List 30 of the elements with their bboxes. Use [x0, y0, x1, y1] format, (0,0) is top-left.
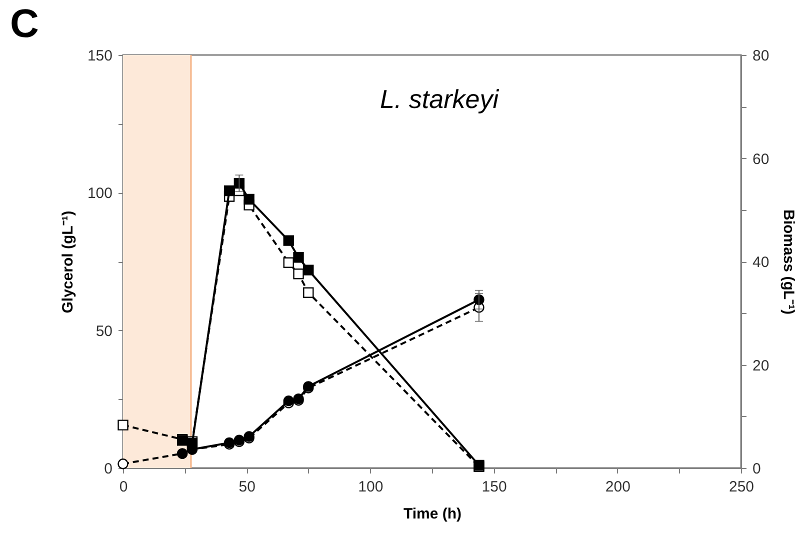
y-tick-label: 50 — [96, 322, 112, 340]
annotation: L. starkeyi — [380, 84, 498, 115]
point — [283, 257, 294, 268]
x-tick-label: 0 — [119, 478, 128, 496]
point — [118, 458, 128, 470]
point — [244, 194, 254, 205]
x-tick-label: 250 — [728, 478, 754, 496]
y-tick-label: 0 — [104, 460, 112, 478]
y2-tick-label: 40 — [752, 254, 770, 271]
point — [293, 252, 304, 263]
point — [303, 287, 314, 298]
x-tick-label: 100 — [358, 478, 384, 496]
y2-axis-title: Biomass (gL⁻¹) — [780, 209, 798, 315]
point — [283, 235, 294, 246]
x-tick-label: 150 — [482, 478, 507, 496]
y-tick-label: 150 — [87, 48, 112, 64]
point — [118, 420, 128, 430]
x-tick-label: 50 — [238, 478, 256, 496]
y2-tick-label: 20 — [752, 357, 770, 374]
y-axis-title: Glycerol (gL⁻¹) — [59, 210, 76, 314]
y-tick-label: 100 — [87, 185, 112, 202]
y2-tick-label: 80 — [752, 48, 770, 64]
y2-tick-label: 60 — [752, 150, 770, 168]
text: C — [10, 2, 39, 47]
x-axis-title: Time (h) — [403, 506, 462, 522]
y2-tick-label: 0 — [752, 460, 761, 478]
point — [224, 185, 235, 196]
point — [293, 268, 304, 280]
point — [303, 264, 314, 276]
x-tick-label: 200 — [605, 478, 630, 496]
